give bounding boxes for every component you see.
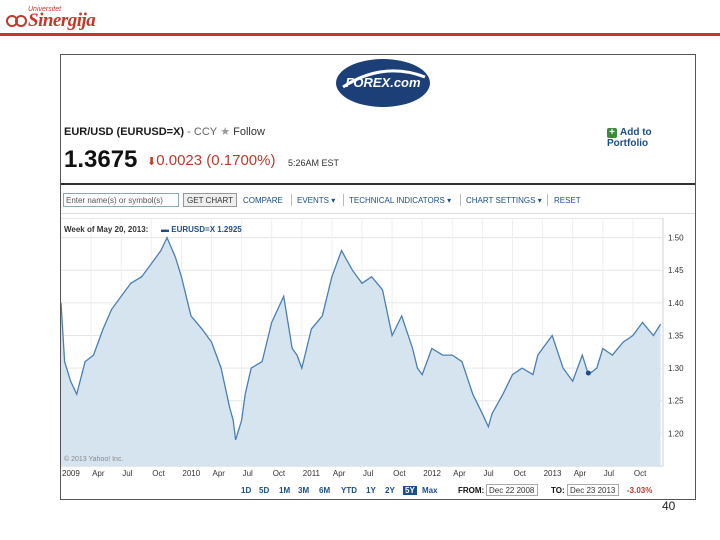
forex-logo: FOREX.com <box>336 59 430 107</box>
chart-copyright: © 2013 Yahoo! Inc. <box>64 456 124 463</box>
to-label: TO: <box>551 486 565 495</box>
technical-indicators-menu[interactable]: TECHNICAL INDICATORS ▾ <box>349 196 452 205</box>
toolbar-separator <box>343 194 344 206</box>
y-tick-label: 1.20 <box>668 429 684 438</box>
price-line <box>61 236 662 441</box>
x-tick-label: Oct <box>273 469 286 478</box>
range-button-5y[interactable]: 5Y <box>403 486 417 495</box>
x-tick-label: 2010 <box>182 469 200 478</box>
x-tick-label: Jul <box>483 469 493 478</box>
x-tick-label: 2009 <box>62 469 80 478</box>
range-button-1m[interactable]: 1M <box>279 486 291 495</box>
x-tick-label: Oct <box>514 469 527 478</box>
range-percent-change: -3.03% <box>627 486 653 495</box>
quote-title: EUR/USD (EURUSD=X) <box>64 126 185 138</box>
x-tick-label: Jul <box>243 469 253 478</box>
x-tick-label: Apr <box>453 469 466 478</box>
forex-logo-text: FOREX.com <box>345 75 421 90</box>
x-tick-label: 2012 <box>423 469 441 478</box>
logo-emblem-icon <box>6 15 27 27</box>
x-axis-ticks: 2009 Apr Jul Oct 2010 Apr Jul Oct 2011 Apr Jul Oct 2… <box>62 469 647 478</box>
x-tick-label: Apr <box>574 469 587 478</box>
header-rule <box>0 33 720 36</box>
events-menu[interactable]: EVENTS ▾ <box>297 196 336 205</box>
x-tick-label: Oct <box>634 469 647 478</box>
range-button-2y[interactable]: 2Y <box>385 486 395 495</box>
logo-subtitle: Universitet <box>28 6 62 13</box>
x-tick-label: 2011 <box>303 469 321 478</box>
quote-title-row: EUR/USD (EURUSD=X) - CCY ★ Follow <box>64 125 265 138</box>
x-tick-label: Apr <box>333 469 346 478</box>
add-portfolio-label: Add to Portfolio <box>607 127 652 149</box>
add-to-portfolio-button[interactable]: + Add to Portfolio <box>607 127 695 149</box>
y-axis-ticks: 1.50 1.45 1.40 1.35 1.30 1.25 1.20 <box>668 234 684 439</box>
y-tick-label: 1.35 <box>668 331 684 340</box>
range-button-max[interactable]: Max <box>422 486 438 495</box>
hover-series-value: EURUSD=X 1.2925 <box>171 225 242 234</box>
range-button-6m[interactable]: 6M <box>319 486 331 495</box>
toolbar-separator <box>460 194 461 206</box>
quote-change-value: 0.0023 (0.1700%) <box>156 152 276 169</box>
y-tick-label: 1.40 <box>668 299 684 308</box>
toolbar-separator <box>291 194 292 206</box>
y-tick-label: 1.25 <box>668 397 684 406</box>
star-icon[interactable]: ★ <box>220 126 231 138</box>
y-tick-label: 1.50 <box>668 234 684 243</box>
x-tick-label: Jul <box>604 469 614 478</box>
reset-button[interactable]: RESET <box>554 196 581 205</box>
quote-time: 5:26AM EST <box>288 158 340 168</box>
quote-price: 1.3675 <box>64 146 138 173</box>
chart-settings-menu[interactable]: CHART SETTINGS ▾ <box>466 196 542 205</box>
y-tick-label: 1.30 <box>668 364 684 373</box>
range-button-3m[interactable]: 3M <box>298 486 310 495</box>
quote-divider <box>61 183 695 185</box>
plus-icon: + <box>607 128 617 138</box>
logo-title: Sinergija <box>28 10 96 31</box>
range-button-ytd[interactable]: YTD <box>341 486 357 495</box>
x-tick-label: Oct <box>393 469 406 478</box>
page-number: 40 <box>662 499 676 513</box>
range-button-1d[interactable]: 1D <box>241 486 252 495</box>
follow-link[interactable]: Follow <box>233 126 265 138</box>
x-tick-label: Apr <box>213 469 226 478</box>
x-tick-label: 2013 <box>544 469 562 478</box>
down-arrow-icon: ⬇ <box>147 156 157 168</box>
quote-dash: - <box>187 126 191 138</box>
price-area <box>61 237 661 466</box>
quote-change: ⬇0.0023 (0.1700%) <box>147 152 275 169</box>
from-date-input[interactable]: Dec 22 2008 <box>486 484 538 496</box>
hover-series-label: ▬ EURUSD=X 1.2925 <box>161 225 242 234</box>
to-date-input[interactable]: Dec 23 2013 <box>567 484 619 496</box>
range-button-5d[interactable]: 5D <box>259 486 270 495</box>
range-button-1y[interactable]: 1Y <box>366 486 376 495</box>
university-logo: Universitet Sinergija <box>6 6 116 32</box>
get-chart-button[interactable]: GET CHART <box>183 193 237 207</box>
toolbar-separator <box>547 194 548 206</box>
hover-marker <box>585 370 591 376</box>
symbol-input[interactable]: Enter name(s) or symbol(s) <box>63 193 179 207</box>
x-tick-label: Apr <box>92 469 105 478</box>
quote-ccy: CCY <box>193 126 218 138</box>
forex-chart-screenshot: FOREX.com EUR/USD (EURUSD=X) - CCY ★ Fol… <box>60 54 696 500</box>
x-tick-label: Jul <box>122 469 132 478</box>
price-chart[interactable]: 1.50 1.45 1.40 1.35 1.30 1.25 1.20 2009 Apr Jul O… <box>61 218 695 480</box>
toolbar-divider <box>61 213 695 214</box>
compare-button[interactable]: COMPARE <box>243 196 283 205</box>
from-label: FROM: <box>458 486 485 495</box>
y-tick-label: 1.45 <box>668 266 684 275</box>
x-tick-label: Jul <box>363 469 373 478</box>
hover-date-label: Week of May 20, 2013: <box>64 225 149 234</box>
x-tick-label: Oct <box>152 469 165 478</box>
